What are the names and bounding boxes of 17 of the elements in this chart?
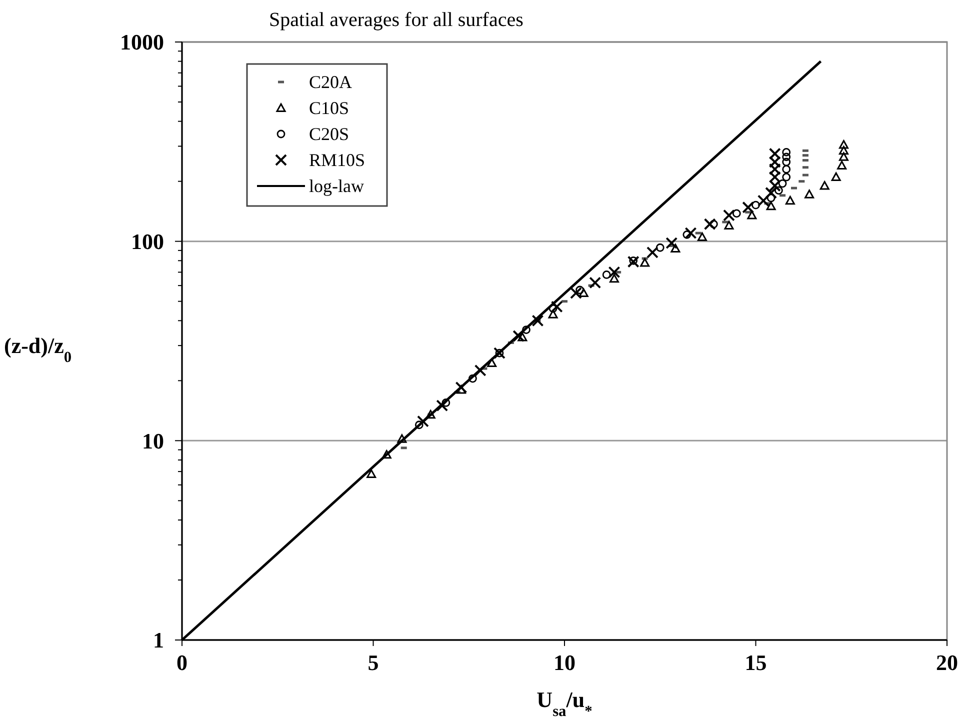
x-tick-label: 10 [554,650,576,675]
x-tick-label: 15 [744,650,767,675]
legend-label: C20A [309,72,352,92]
legend-label: C10S [309,98,350,118]
chart-title: Spatial averages for all surfaces [269,9,524,31]
y-axis-title: (z-d)/z$_{0}$ [4,332,72,366]
x-tick-label: 0 [176,650,188,675]
x-tick-label: 5 [368,650,379,675]
y-tick-label: 100 [131,229,164,254]
y-tick-label: 1 [153,628,164,653]
y-tick-label: 10 [142,428,164,454]
legend-label: log-law [309,176,364,196]
y-tick-label: 1000 [120,30,164,55]
x-axis-title: U$_{sa}$/u$_{*}$ [536,687,593,717]
legend-label: RM10S [309,150,366,170]
legend-label: C20S [309,124,350,144]
x-tick-label: 20 [936,650,958,675]
